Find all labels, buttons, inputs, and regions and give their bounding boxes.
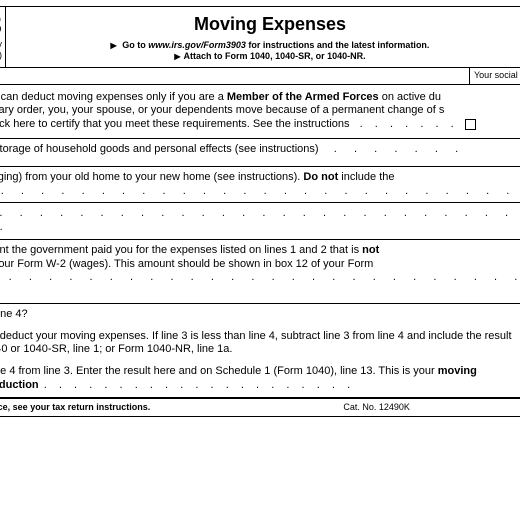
line-3-text: s 1 and 2 . . . . . . . . . . . . . . . …	[0, 203, 520, 239]
no-text: You cannot deduct your moving expenses. …	[0, 326, 520, 362]
dept-line1: asury	[0, 39, 2, 50]
goto-line: Go to www.irs.gov/Form3903 for instructi…	[10, 40, 520, 51]
line-4-text: e total amount the government paid you f…	[0, 240, 520, 303]
l4b: not	[362, 244, 379, 256]
line-5-no: You cannot deduct your moving expenses. …	[0, 326, 520, 362]
certify-checkbox[interactable]	[465, 119, 476, 130]
form-footer: Reduction Act Notice, see your tax retur…	[0, 398, 520, 416]
yes-a: . Subtract line 4 from line 3. Enter the…	[0, 365, 438, 377]
name-row: eturn Your social s	[0, 68, 520, 84]
dots: . . . . . . . . . . . . . . . . . . . . …	[0, 271, 519, 297]
form-number-suffix: 3	[0, 11, 2, 39]
footer-mid: Cat. No. 12490K	[343, 402, 410, 413]
no-c: deduct your moving expenses. If line 3 i…	[0, 330, 512, 356]
line-5-qtext: more than line 4?	[0, 304, 520, 326]
line-1-text: rtation and storage of household goods a…	[0, 139, 520, 166]
dots: . . . . . . . . . . . . . . . . . . . . …	[0, 207, 520, 233]
l4a: e total amount the government paid you f…	[0, 244, 362, 256]
l2c: include the	[338, 171, 394, 183]
line-5-question: 5 more than line 4?	[0, 304, 520, 326]
dots: . . . . . . . . . . . . . . . . . . . . …	[0, 185, 511, 197]
attach-line: Attach to Form 1040, 1040-SR, or 1040-NR…	[10, 51, 520, 62]
byb-l3: Check here to certify that you meet thes…	[0, 118, 350, 130]
form-container: 3 asury ice (99) Moving Expenses Go to w…	[0, 6, 520, 417]
byb-l2: military order, you, your spouse, or you…	[0, 104, 444, 116]
byb-l1a: You can deduct moving expenses only if y…	[0, 91, 227, 103]
line-1: 1 rtation and storage of household goods…	[0, 139, 520, 167]
byb-text: You can deduct moving expenses only if y…	[0, 91, 520, 132]
line-2: 2 ncluding lodging) from your old home t…	[0, 167, 520, 204]
dots: . . . . . . .	[350, 118, 456, 130]
line-3: 3 s 1 and 2 . . . . . . . . . . . . . . …	[0, 203, 520, 240]
ssn-label: Your social s	[469, 68, 520, 83]
line-5-yes: . Subtract line 4 from line 3. Enter the…	[0, 361, 520, 398]
dept-line2: ice (99)	[0, 50, 2, 61]
goto-pre: Go to	[122, 40, 148, 50]
byb-l1b: Member of the Armed Forces	[227, 91, 379, 103]
goto-post: for instructions and the latest informat…	[246, 40, 430, 50]
goto-url[interactable]: www.irs.gov/Form3903	[148, 40, 246, 50]
l4c: in box 1 of your Form W-2 (wages). This …	[0, 258, 373, 270]
form-title: Moving Expenses	[10, 13, 520, 36]
line-4: 4 e total amount the government paid you…	[0, 240, 520, 304]
name-label: eturn	[0, 68, 469, 83]
form-header: 3 asury ice (99) Moving Expenses Go to w…	[0, 7, 520, 68]
l1-text: rtation and storage of household goods a…	[0, 143, 319, 155]
l2b: Do not	[303, 171, 338, 183]
dots: . . . . . . .	[319, 143, 461, 155]
q5b: line 4?	[0, 308, 28, 320]
footer-left: Reduction Act Notice, see your tax retur…	[0, 402, 150, 413]
l2a: ncluding lodging) from your old home to …	[0, 171, 303, 183]
line-2-text: ncluding lodging) from your old home to …	[0, 167, 520, 203]
before-you-begin: egin: You can deduct moving expenses onl…	[0, 85, 520, 139]
byb-l1c: on active du	[379, 91, 441, 103]
header-middle: Moving Expenses Go to www.irs.gov/Form39…	[6, 7, 520, 67]
yes-text: . Subtract line 4 from line 3. Enter the…	[0, 361, 520, 397]
dots: . . . . . . . . . . . . . . . . . . . . …	[39, 379, 352, 391]
